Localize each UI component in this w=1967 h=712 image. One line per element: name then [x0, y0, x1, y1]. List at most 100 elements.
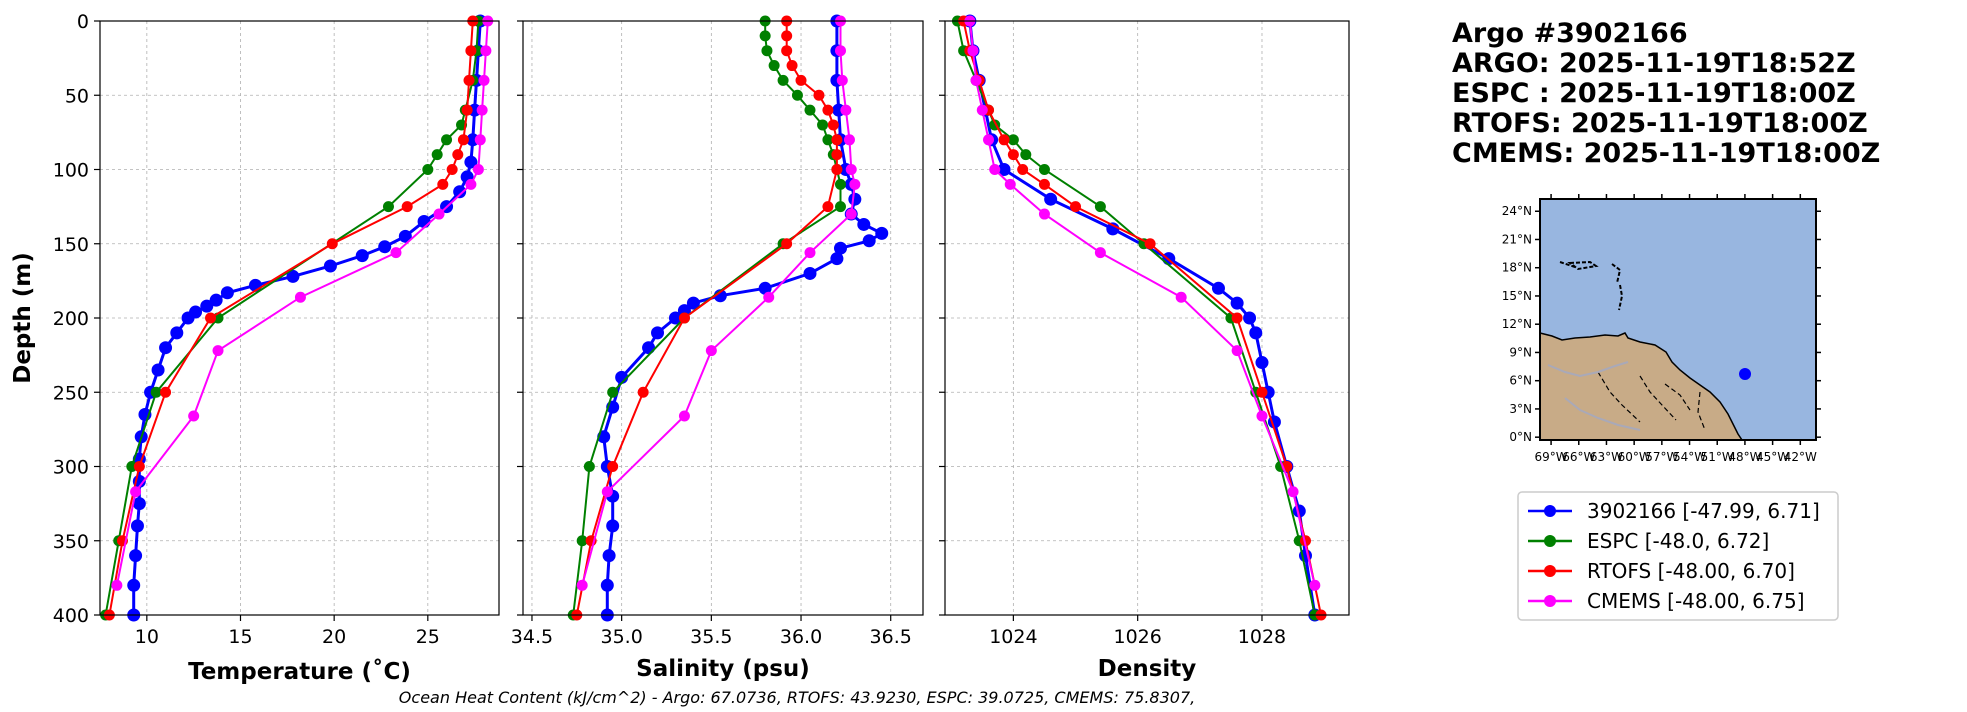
density-espc-point: [1094, 201, 1106, 213]
salinity-argo-point: [651, 326, 665, 340]
temperature-argo-point: [286, 269, 300, 283]
density-espc-point: [1038, 164, 1050, 175]
density-argo-point: [1243, 311, 1257, 325]
temperature-grid: [100, 20, 499, 616]
temperature-rtofs-point: [463, 74, 475, 86]
salinity-panel: 34.5 35.0 35.5 36.0 36.5 Salinity (psu): [511, 14, 924, 682]
temperature-x-label: Temperature (˚C): [188, 658, 411, 685]
temperature-argo-point: [127, 578, 141, 592]
map-borders: [1597, 371, 1706, 431]
temperature-rtofs-point: [446, 164, 458, 175]
depth-tick-label: 0: [77, 11, 89, 33]
salinity-cmems-line: [581, 21, 856, 586]
salinity-rtofs-point: [795, 74, 807, 86]
temperature-argo-point: [129, 549, 143, 563]
legend-entry: 3902166 [-47.99, 6.71]: [1528, 499, 1820, 523]
density-argo-point: [997, 163, 1011, 176]
density-rtofs-point: [1007, 149, 1019, 161]
salinity-cmems-point: [678, 410, 690, 422]
salinity-x-tick-label: 35.0: [600, 626, 642, 648]
temperature-argo-point: [170, 326, 184, 340]
salinity-rtofs-point: [831, 164, 843, 175]
salinity-espc-point: [583, 461, 595, 472]
legend-label: ESPC [-48.0, 6.72]: [1587, 529, 1769, 553]
map-lat-ticks: 24°N 21°N 18°N 15°N 12°N 9°N 6°N 3°N 0°N: [1502, 204, 1821, 444]
salinity-espc-point: [834, 201, 846, 213]
depth-tick-label: 400: [53, 605, 89, 627]
temperature-argo-point: [378, 240, 392, 254]
temperature-rtofs-point: [205, 312, 217, 324]
density-y-ticks: [939, 20, 945, 616]
map-lon-label: 42°W: [1784, 450, 1817, 464]
density-rtofs-point: [1017, 164, 1029, 175]
salinity-x-tick-label: 34.5: [511, 626, 553, 648]
temperature-x-tick-label: 15: [228, 626, 252, 648]
map-lat-label: 21°N: [1502, 232, 1532, 246]
density-rtofs-point: [1256, 386, 1268, 398]
location-map: 24°N 21°N 18°N 15°N 12°N 9°N 6°N 3°N 0°N 69°W66°…: [1502, 194, 1821, 464]
salinity-argo-point: [642, 341, 656, 355]
temperature-argo-point: [132, 497, 146, 511]
legend-entry: RTOFS [-48.00, 6.70]: [1528, 559, 1795, 583]
legend-label: RTOFS [-48.00, 6.70]: [1587, 559, 1795, 583]
map-lon-label: 57°W: [1645, 450, 1678, 464]
salinity-argo-point: [857, 217, 871, 231]
salinity-rtofs-point: [831, 149, 843, 161]
temperature-cmems-point: [433, 208, 445, 220]
salinity-rtofs-point: [781, 238, 793, 250]
temperature-rtofs-point: [133, 461, 145, 472]
temperature-rtofs-point: [401, 201, 413, 213]
salinity-argo-point: [862, 234, 876, 248]
salinity-espc-point: [576, 535, 588, 547]
density-x-tick-label: 1026: [1113, 626, 1161, 648]
temperature-cmems-point: [188, 410, 200, 422]
density-panel: 1024 1026 1028 Density: [939, 14, 1350, 682]
legend-frame: [1517, 491, 1839, 621]
map-lon-label: 48°W: [1728, 450, 1761, 464]
temperature-cmems-point: [390, 247, 402, 259]
density-cmems-line: [968, 20, 1316, 586]
density-argo-point: [1255, 356, 1269, 370]
depth-tick-label: 200: [53, 308, 89, 330]
density-argo-point: [1230, 296, 1244, 310]
salinity-espc-point: [804, 104, 816, 116]
depth-tick-label: 250: [53, 382, 89, 404]
salinity-x-ticks: 34.5 35.0 35.5 36.0 36.5: [511, 615, 912, 648]
density-cmems-point: [1175, 291, 1187, 303]
temperature-panel: 10 15 20 25 0 50 100 150 200 250 300 350 400 Temper…: [10, 11, 500, 685]
map-frame: [1539, 198, 1817, 441]
salinity-argo-point: [602, 549, 616, 563]
map-lat-label: 6°N: [1509, 374, 1532, 388]
temperature-argo-point: [220, 286, 234, 300]
density-espc-point: [1007, 134, 1019, 146]
salinity-cmems-point: [705, 345, 717, 357]
map-lat-label: 15°N: [1502, 289, 1532, 303]
salinity-argo-point: [833, 241, 847, 255]
temperature-espc-point: [422, 164, 434, 175]
salinity-espc-point: [761, 45, 773, 57]
salinity-argo-point: [875, 226, 889, 240]
salinity-espc-point: [817, 119, 829, 131]
density-x-label: Density: [1098, 656, 1197, 682]
map-lon-label: 54°W: [1673, 450, 1706, 464]
temperature-argo-point: [181, 311, 195, 325]
salinity-cmems-point: [763, 291, 775, 303]
density-rtofs-point: [1231, 312, 1243, 324]
density-argo-point: [1249, 326, 1263, 340]
salinity-rtofs-point: [678, 312, 690, 324]
salinity-cmems-point: [804, 247, 816, 259]
temperature-rtofs-point: [461, 104, 473, 116]
depth-tick-label: 100: [53, 160, 89, 182]
salinity-x-tick-label: 36.5: [870, 626, 912, 648]
salinity-x-tick-label: 35.5: [690, 626, 732, 648]
temperature-rtofs-point: [437, 178, 449, 190]
temperature-rtofs-point: [457, 134, 469, 146]
temperature-argo-point: [200, 299, 214, 313]
argo-title: Argo #3902166: [1452, 18, 1688, 49]
legend: 3902166 [-47.99, 6.71] ESPC [-48.0, 6.72]…: [1517, 491, 1839, 621]
temperature-argo-point: [464, 155, 478, 169]
temperature-argo-point: [453, 185, 467, 199]
temperature-argo-point: [355, 249, 369, 263]
salinity-rtofs-point: [781, 45, 793, 57]
salinity-rtofs-point: [786, 60, 798, 72]
